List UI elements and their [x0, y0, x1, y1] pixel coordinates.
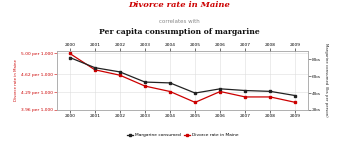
Text: correlates with: correlates with: [159, 19, 199, 24]
Margarine consumed: [168, 82, 172, 84]
Y-axis label: Margarine consumed (lbs per person): Margarine consumed (lbs per person): [324, 43, 328, 117]
Divorce rate in Maine: [193, 102, 197, 103]
Line: Divorce rate in Maine: Divorce rate in Maine: [68, 52, 297, 104]
Y-axis label: Divorce rate in Maine: Divorce rate in Maine: [14, 60, 18, 101]
Divorce rate in Maine: [268, 96, 272, 98]
Margarine consumed: [68, 57, 72, 58]
Margarine consumed: [293, 95, 297, 96]
Divorce rate in Maine: [293, 102, 297, 103]
Margarine consumed: [193, 92, 197, 94]
Margarine consumed: [118, 71, 122, 73]
Legend: Margarine consumed, Divorce rate in Maine: Margarine consumed, Divorce rate in Main…: [125, 131, 240, 139]
Line: Margarine consumed: Margarine consumed: [68, 56, 297, 97]
Margarine consumed: [243, 90, 247, 91]
Margarine consumed: [143, 81, 147, 83]
Text: Divorce rate in Maine: Divorce rate in Maine: [128, 1, 230, 9]
Divorce rate in Maine: [93, 69, 97, 71]
Divorce rate in Maine: [243, 96, 247, 98]
Divorce rate in Maine: [218, 91, 222, 92]
Margarine consumed: [93, 67, 97, 69]
Divorce rate in Maine: [143, 85, 147, 87]
Margarine consumed: [268, 91, 272, 92]
Divorce rate in Maine: [68, 53, 72, 54]
Divorce rate in Maine: [118, 74, 122, 76]
Divorce rate in Maine: [168, 91, 172, 92]
Text: Per capita consumption of margarine: Per capita consumption of margarine: [98, 28, 260, 36]
Margarine consumed: [218, 88, 222, 90]
